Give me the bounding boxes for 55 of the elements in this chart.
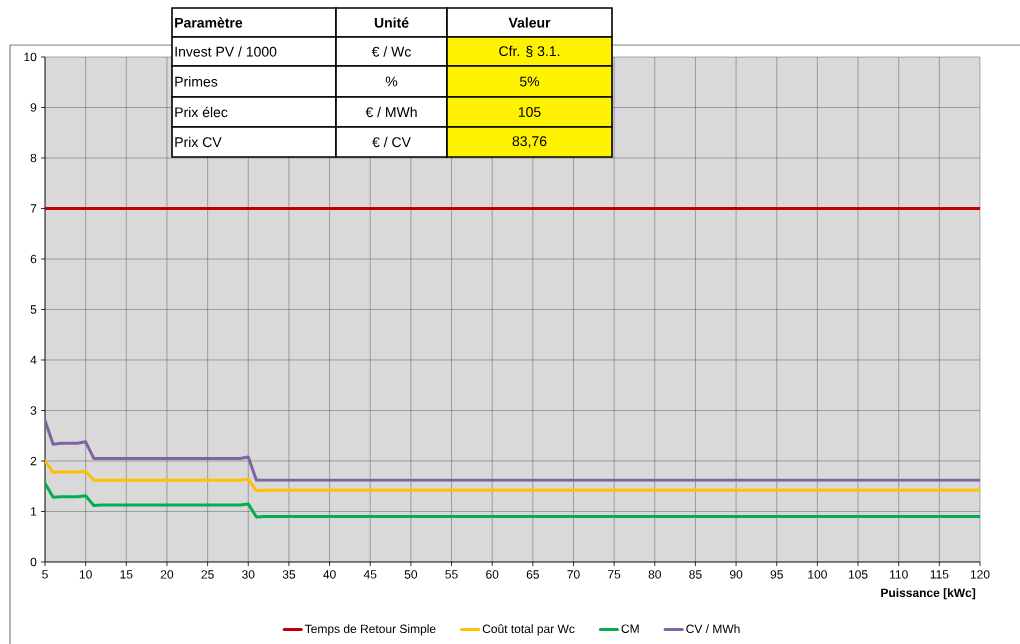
annotation: 83,76: [512, 136, 547, 148]
legend-label: CV / MWh: [686, 624, 740, 634]
x-tick-label: 115: [930, 570, 949, 579]
annotation: Prix CV: [175, 136, 222, 148]
annotation: € / MWh: [365, 106, 417, 118]
x-tick-label: 60: [486, 570, 499, 579]
text: Paramètre: [175, 17, 243, 28]
x-tick-label: 80: [648, 570, 661, 579]
y-tick-label: 5: [30, 305, 37, 314]
text: € / Wc: [371, 46, 411, 57]
x-tick-label: 20: [160, 570, 174, 579]
annotation: 105: [518, 107, 541, 117]
y-tick-label: 10: [24, 52, 37, 62]
x-tick-label: 95: [770, 570, 783, 579]
x-tick-label: 55: [445, 570, 458, 579]
text: Unité: [374, 17, 409, 28]
x-tick-label: 25: [201, 570, 214, 579]
text: Valeur: [508, 17, 551, 28]
x-tick-label: 30: [242, 570, 255, 579]
x-tick-label: 100: [808, 570, 827, 579]
y-tick-label: 3: [30, 406, 37, 415]
x-tick-label: 50: [404, 570, 418, 579]
legend-label: Temps de Retour Simple: [304, 624, 436, 636]
y-tick-label: 7: [30, 204, 37, 213]
x-tick-label: 35: [282, 570, 296, 579]
x-tick-label: 105: [848, 570, 868, 579]
annotation: Primes: [175, 76, 218, 87]
annotation: Cfr. § 3.1.: [499, 45, 560, 58]
x-tick-label: 40: [323, 570, 336, 579]
legend-label: CM: [621, 624, 639, 633]
x-tick-label: 70: [567, 570, 580, 579]
x-tick-label: 5: [42, 570, 48, 579]
annotation: %: [385, 76, 398, 87]
x-tick-label: 45: [363, 570, 377, 579]
text: Invest PV / 1000: [175, 46, 277, 57]
annotation: Prix élec: [175, 106, 228, 118]
x-tick-label: 75: [608, 570, 621, 579]
x-tick-label: 90: [729, 570, 743, 579]
y-tick-label: 2: [30, 456, 37, 466]
legend-label: Coût total par Wc: [482, 624, 575, 636]
annotation: € / CV: [372, 136, 411, 148]
x-tick-label: 120: [970, 570, 990, 579]
annotation: 5%: [519, 76, 540, 87]
x-tick-label: 110: [890, 570, 908, 579]
y-tick-label: 8: [30, 153, 37, 163]
y-tick-label: 1: [31, 507, 37, 516]
y-tick-label: 9: [30, 103, 37, 112]
x-tick-label: 85: [689, 570, 702, 579]
y-tick-label: 4: [30, 355, 37, 365]
y-tick-label: 0: [30, 557, 37, 567]
x-tick-label: 65: [526, 570, 539, 579]
x-axis-title: Puissance [kWc]: [881, 588, 976, 600]
x-tick-label: 10: [79, 570, 92, 579]
y-tick-label: 6: [30, 254, 37, 264]
x-tick-label: 15: [120, 570, 133, 579]
